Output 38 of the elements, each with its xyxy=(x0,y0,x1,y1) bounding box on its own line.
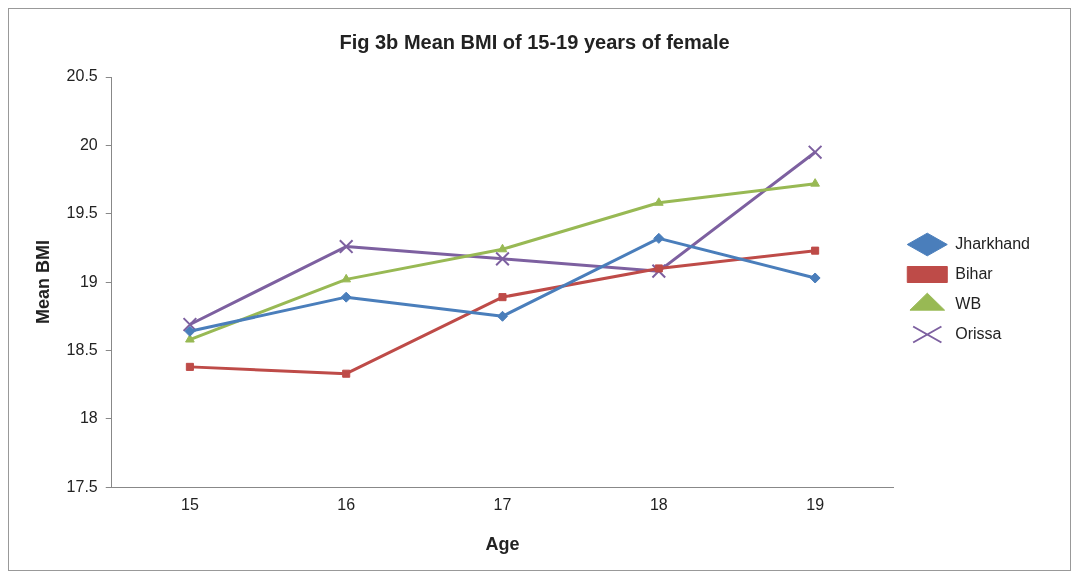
point xyxy=(184,325,196,337)
point xyxy=(653,232,665,244)
point xyxy=(811,246,820,255)
y-tick-label: 20 xyxy=(79,135,98,153)
y-tick-label: 19 xyxy=(79,272,98,290)
y-tick-label: 18.5 xyxy=(66,340,98,358)
y-tick-label: 18 xyxy=(79,409,98,427)
legend-label: WB xyxy=(955,294,982,312)
point xyxy=(185,362,194,371)
point xyxy=(810,178,820,187)
point xyxy=(498,293,507,302)
point xyxy=(651,263,667,279)
x-tick-label: 19 xyxy=(806,496,825,514)
point xyxy=(809,272,821,284)
chart-title: Fig 3b Mean BMI of 15-19 years of female xyxy=(339,30,730,53)
legend-label: Bihar xyxy=(955,264,994,282)
point xyxy=(338,239,354,254)
point xyxy=(497,243,508,253)
point xyxy=(341,273,352,283)
y-tick-label: 19.5 xyxy=(66,204,98,222)
point xyxy=(342,369,351,378)
point xyxy=(340,291,352,303)
y-tick-label: 17.5 xyxy=(66,477,98,495)
x-tick-label: 16 xyxy=(337,496,356,514)
x-tick-label: 18 xyxy=(649,496,668,514)
legend-label: Jharkhand xyxy=(955,234,1030,252)
y-axis-title: Mean BMI xyxy=(32,240,53,325)
point xyxy=(182,317,198,332)
x-tick-label: 17 xyxy=(493,496,512,514)
y-tick-label: 20.5 xyxy=(66,67,98,85)
point xyxy=(495,251,510,267)
point xyxy=(807,144,823,160)
point xyxy=(653,197,664,206)
legend-label: Orissa xyxy=(955,324,1002,342)
point xyxy=(654,264,663,273)
point xyxy=(497,310,509,322)
x-tick-label: 15 xyxy=(181,496,199,514)
x-axis-title: Age xyxy=(485,534,520,555)
